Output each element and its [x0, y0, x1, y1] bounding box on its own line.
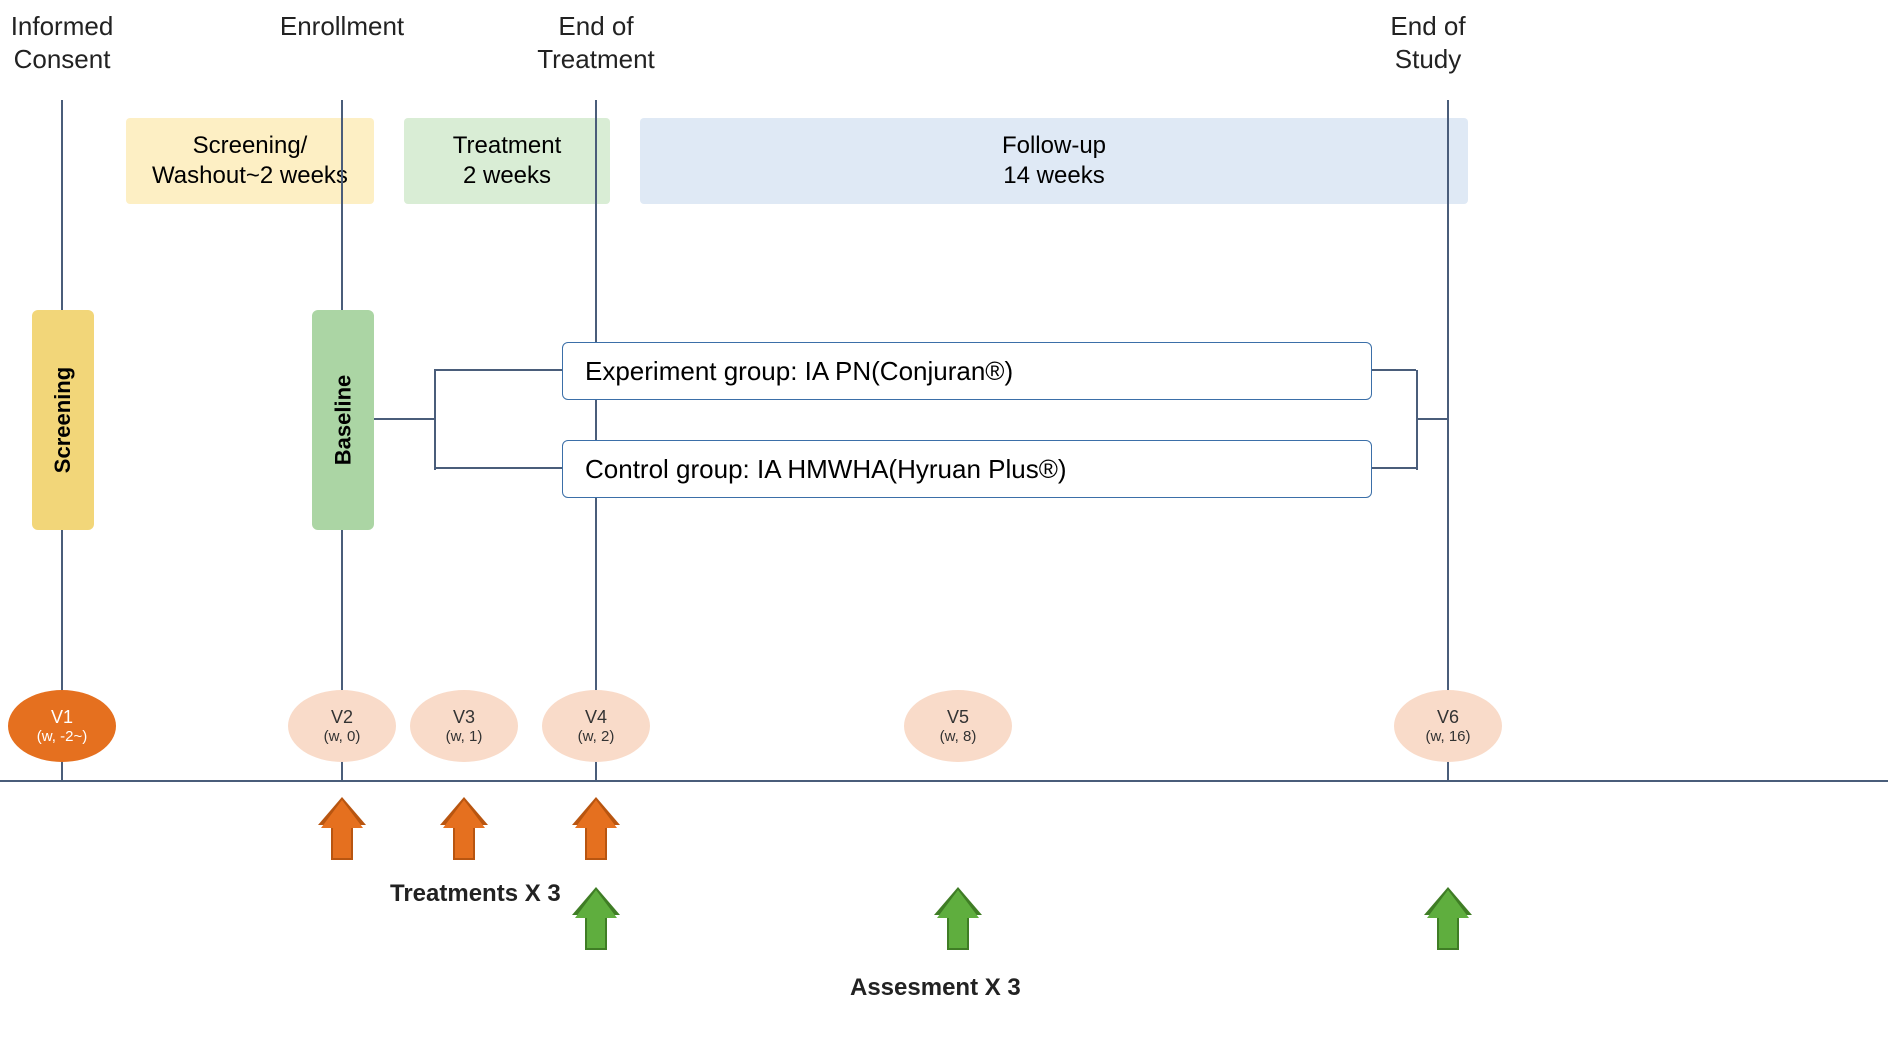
treatment-arrow-2 — [575, 800, 617, 860]
assessment-arrow-2 — [1427, 890, 1469, 950]
treatment-arrow-0 — [321, 800, 363, 860]
treatments-caption: Treatments X 3 — [390, 880, 561, 908]
assessments-caption: Assesment X 3 — [850, 974, 1021, 1002]
visit-v4: V4(w, 2) — [542, 690, 650, 762]
visit-v6: V6(w, 16) — [1394, 690, 1502, 762]
phase-pill-0: Screening — [32, 310, 94, 530]
milestone-label-3: End ofStudy — [1338, 10, 1518, 75]
study-group-1: Control group: IA HMWHA(Hyruan Plus®) — [562, 440, 1372, 498]
milestone-label-0: InformedConsent — [0, 10, 152, 75]
timeline-vline-3 — [1447, 100, 1449, 780]
timeline-baseline — [0, 780, 1888, 782]
visit-v3: V3(w, 1) — [410, 690, 518, 762]
milestone-label-1: Enrollment — [252, 10, 432, 43]
assessment-arrow-1 — [937, 890, 979, 950]
visit-v1: V1(w, -2~) — [8, 690, 116, 762]
assessment-arrow-0 — [575, 890, 617, 950]
treatment-arrow-1 — [443, 800, 485, 860]
milestone-label-2: End ofTreatment — [506, 10, 686, 75]
phase-box-0: Screening/Washout~2 weeks — [126, 118, 374, 204]
phase-pill-1: Baseline — [312, 310, 374, 530]
visit-v5: V5(w, 8) — [904, 690, 1012, 762]
visit-v2: V2(w, 0) — [288, 690, 396, 762]
phase-box-1: Treatment2 weeks — [404, 118, 610, 204]
study-group-0: Experiment group: IA PN(Conjuran®) — [562, 342, 1372, 400]
phase-box-2: Follow-up14 weeks — [640, 118, 1468, 204]
